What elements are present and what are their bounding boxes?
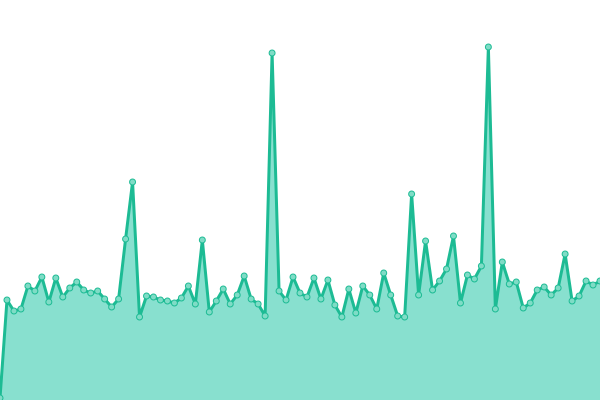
data-point-53	[366, 291, 374, 299]
data-point-1	[3, 296, 11, 304]
data-point-41	[282, 296, 290, 304]
data-point-33	[226, 300, 234, 308]
data-point-11	[73, 278, 81, 286]
data-point-82	[568, 297, 576, 305]
data-point-42	[289, 273, 297, 281]
data-point-73	[505, 280, 513, 288]
data-point-64	[443, 265, 451, 273]
data-point-81	[561, 250, 569, 258]
data-point-83	[575, 292, 583, 300]
data-point-38	[261, 312, 269, 320]
data-point-86	[596, 277, 600, 285]
data-point-68	[470, 275, 478, 283]
data-point-7	[45, 298, 53, 306]
data-point-72	[498, 258, 506, 266]
data-point-55	[380, 269, 388, 277]
data-point-36	[247, 295, 255, 303]
data-point-63	[436, 277, 444, 285]
data-point-28	[191, 300, 199, 308]
data-point-10	[66, 284, 74, 292]
data-point-5	[31, 287, 39, 295]
data-point-31	[212, 297, 220, 305]
data-point-27	[184, 282, 192, 290]
data-point-8	[52, 274, 60, 282]
data-point-20	[136, 313, 144, 321]
data-point-58	[401, 313, 409, 321]
data-point-75	[519, 304, 527, 312]
data-point-54	[373, 305, 381, 313]
data-point-18	[122, 235, 130, 243]
data-point-24	[163, 297, 171, 305]
data-point-29	[198, 236, 206, 244]
area-fill	[0, 47, 600, 400]
data-point-35	[240, 272, 248, 280]
data-point-30	[205, 308, 213, 316]
data-point-39	[268, 49, 276, 57]
data-point-71	[491, 305, 499, 313]
data-point-57	[394, 312, 402, 320]
data-point-26	[177, 294, 185, 302]
data-point-76	[526, 299, 534, 307]
data-point-15	[101, 295, 109, 303]
data-point-2	[10, 307, 18, 315]
data-point-66	[456, 299, 464, 307]
data-point-78	[540, 283, 548, 291]
data-point-46	[317, 295, 325, 303]
data-point-70	[484, 43, 492, 51]
data-point-21	[143, 292, 151, 300]
data-point-25	[170, 299, 178, 307]
data-point-13	[87, 289, 95, 297]
data-point-37	[254, 300, 262, 308]
data-point-6	[38, 273, 46, 281]
data-point-4	[24, 282, 32, 290]
data-point-14	[94, 287, 102, 295]
data-point-34	[233, 291, 241, 299]
data-point-0	[0, 394, 4, 400]
data-points	[0, 43, 600, 400]
data-point-84	[582, 277, 590, 285]
data-point-77	[533, 286, 541, 294]
data-point-40	[275, 287, 283, 295]
data-point-62	[429, 286, 437, 294]
data-point-59	[408, 190, 416, 198]
data-point-74	[512, 278, 520, 286]
data-point-12	[80, 286, 88, 294]
data-point-69	[477, 262, 485, 270]
data-point-52	[359, 282, 367, 290]
data-point-47	[324, 276, 332, 284]
data-point-16	[108, 303, 116, 311]
data-point-3	[17, 305, 25, 313]
data-point-60	[415, 291, 423, 299]
data-point-22	[149, 293, 157, 301]
data-point-48	[331, 301, 339, 309]
data-point-85	[589, 281, 597, 289]
data-point-61	[422, 237, 430, 245]
data-point-65	[449, 232, 457, 240]
data-point-49	[338, 313, 346, 321]
data-point-80	[554, 284, 562, 292]
data-point-17	[115, 295, 123, 303]
data-point-44	[303, 293, 311, 301]
data-point-56	[387, 291, 395, 299]
data-point-51	[352, 309, 360, 317]
data-point-9	[59, 293, 67, 301]
data-point-19	[129, 178, 137, 186]
data-point-79	[547, 291, 555, 299]
data-point-50	[345, 285, 353, 293]
data-point-23	[156, 296, 164, 304]
data-point-45	[310, 274, 318, 282]
data-point-67	[463, 271, 471, 279]
data-point-32	[219, 285, 227, 293]
data-point-43	[296, 289, 304, 297]
